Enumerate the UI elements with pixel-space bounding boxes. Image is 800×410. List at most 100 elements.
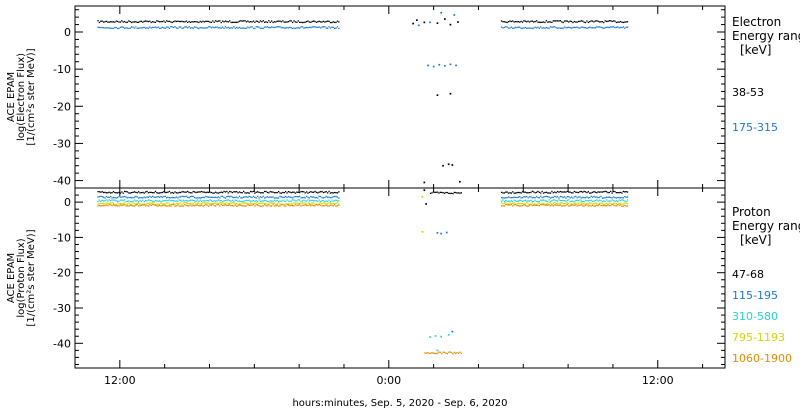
data-point bbox=[317, 21, 319, 23]
data-point bbox=[168, 199, 171, 201]
data-point bbox=[449, 192, 451, 195]
data-point bbox=[252, 190, 255, 193]
data-point bbox=[167, 202, 169, 204]
data-point bbox=[545, 204, 547, 206]
data-point bbox=[306, 191, 308, 193]
data-point bbox=[215, 196, 217, 198]
data-point bbox=[220, 203, 222, 206]
data-point bbox=[551, 204, 553, 206]
data-point bbox=[615, 200, 617, 202]
data-point bbox=[126, 191, 129, 193]
data-point bbox=[569, 27, 571, 29]
data-point bbox=[142, 199, 144, 201]
data-point bbox=[100, 200, 102, 202]
data-point bbox=[587, 197, 589, 199]
data-point bbox=[562, 196, 564, 199]
data-point bbox=[625, 26, 627, 28]
data-point bbox=[229, 204, 231, 206]
data-point bbox=[243, 27, 245, 29]
data-point bbox=[254, 27, 256, 30]
data-point bbox=[535, 200, 538, 202]
data-point bbox=[222, 20, 224, 22]
data-point bbox=[428, 352, 430, 354]
data-point bbox=[584, 203, 587, 205]
data-point bbox=[187, 21, 189, 23]
x-tick-label: 0:00 bbox=[376, 374, 401, 387]
data-point bbox=[514, 196, 517, 199]
data-point bbox=[192, 27, 194, 29]
data-point bbox=[416, 19, 418, 21]
data-point bbox=[570, 196, 573, 198]
data-point bbox=[142, 203, 144, 205]
data-point bbox=[548, 204, 550, 206]
data-point bbox=[195, 203, 197, 205]
data-point bbox=[238, 195, 241, 197]
data-point bbox=[126, 197, 129, 199]
data-point bbox=[201, 21, 203, 23]
data-point bbox=[135, 200, 137, 202]
data-point bbox=[590, 192, 592, 194]
data-point bbox=[240, 203, 242, 205]
data-point bbox=[301, 21, 304, 24]
data-point bbox=[435, 353, 437, 355]
data-point bbox=[153, 202, 155, 204]
data-point bbox=[156, 205, 158, 207]
data-point bbox=[236, 203, 238, 205]
data-point bbox=[573, 20, 575, 23]
data-point bbox=[110, 200, 112, 202]
data-point bbox=[283, 21, 285, 23]
data-point bbox=[160, 27, 162, 29]
data-point bbox=[544, 191, 546, 194]
data-point bbox=[275, 192, 277, 194]
data-point bbox=[210, 191, 213, 194]
data-point bbox=[160, 205, 162, 207]
data-point bbox=[173, 199, 175, 202]
data-point bbox=[600, 199, 602, 201]
data-point bbox=[150, 200, 152, 202]
data-point bbox=[136, 192, 138, 194]
data-point bbox=[143, 204, 145, 206]
data-point bbox=[551, 200, 553, 202]
data-point bbox=[526, 200, 528, 202]
data-point bbox=[555, 196, 557, 198]
data-point bbox=[287, 204, 290, 206]
data-point bbox=[297, 191, 299, 193]
data-point bbox=[251, 191, 253, 193]
data-point bbox=[170, 26, 172, 28]
data-point bbox=[587, 27, 589, 29]
data-point bbox=[552, 199, 554, 201]
proton-legend-title-3: [keV] bbox=[740, 233, 771, 247]
data-point bbox=[167, 196, 169, 198]
data-point bbox=[297, 27, 299, 29]
data-point bbox=[321, 197, 323, 199]
data-point bbox=[541, 197, 543, 199]
data-point bbox=[153, 200, 155, 203]
data-point bbox=[278, 20, 280, 22]
data-point bbox=[124, 20, 126, 23]
data-point bbox=[618, 192, 620, 194]
data-point bbox=[598, 21, 601, 23]
data-point bbox=[500, 202, 503, 204]
data-point bbox=[149, 195, 151, 197]
data-point bbox=[589, 192, 591, 194]
data-point bbox=[565, 27, 567, 29]
data-point bbox=[104, 21, 106, 23]
data-point bbox=[327, 205, 329, 207]
data-point bbox=[122, 203, 124, 205]
data-point bbox=[322, 205, 325, 207]
data-point bbox=[513, 192, 515, 194]
data-point bbox=[153, 196, 155, 198]
data-point bbox=[189, 204, 192, 206]
data-point bbox=[178, 20, 180, 23]
data-point bbox=[293, 191, 295, 193]
data-point bbox=[622, 199, 624, 201]
data-point bbox=[565, 200, 567, 202]
data-point bbox=[591, 200, 594, 202]
data-point bbox=[128, 205, 130, 207]
data-point bbox=[121, 199, 123, 201]
data-point bbox=[216, 26, 218, 28]
data-point bbox=[145, 197, 147, 199]
data-point bbox=[594, 205, 596, 207]
data-point bbox=[604, 27, 606, 29]
